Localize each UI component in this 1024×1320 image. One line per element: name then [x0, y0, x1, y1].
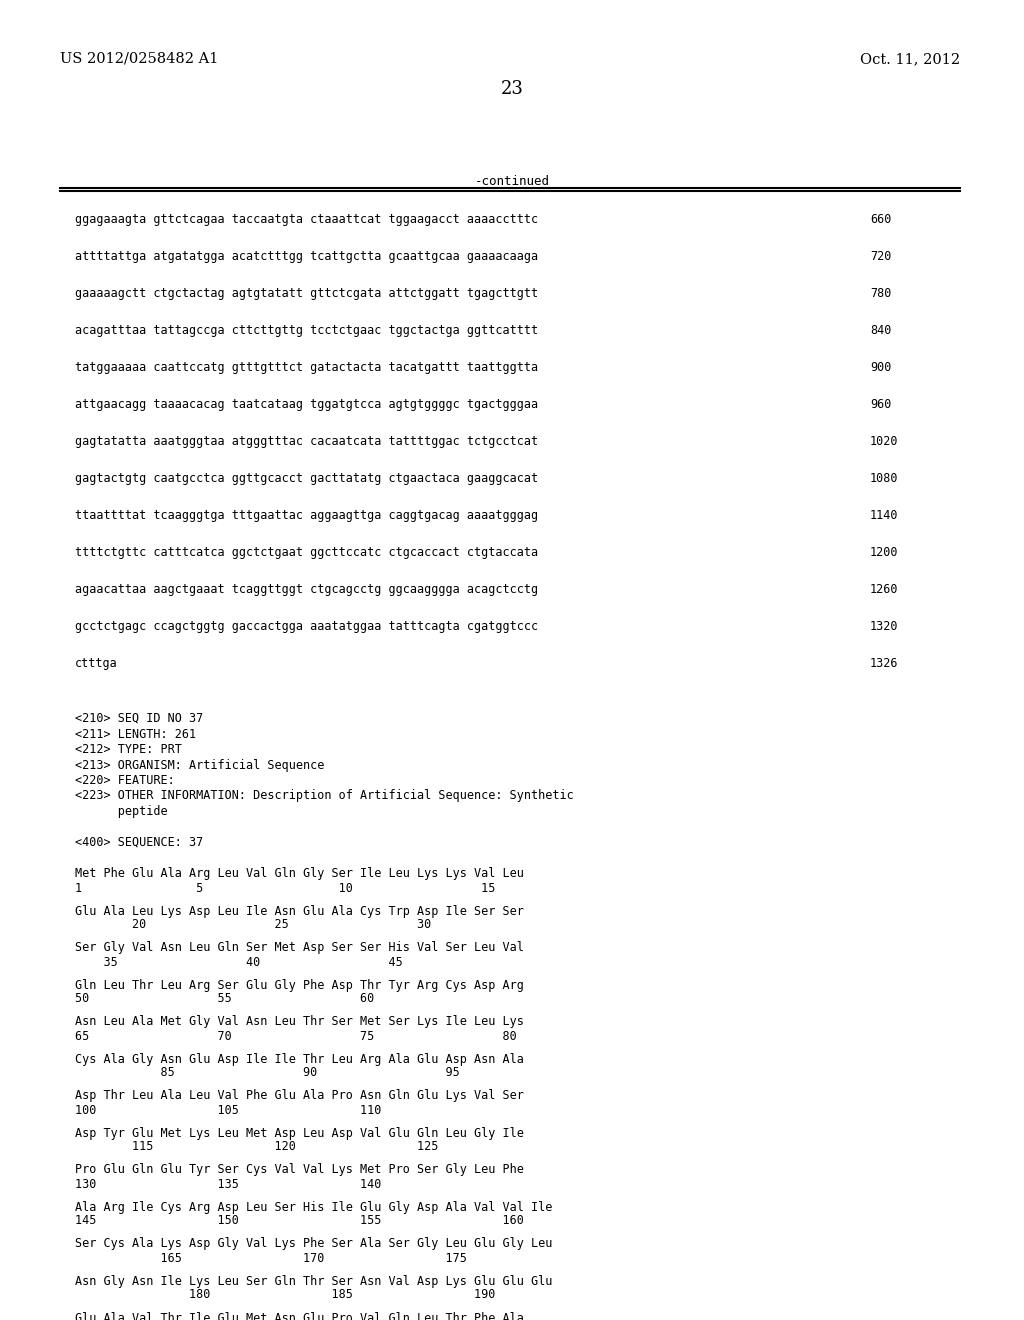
- Text: 1                5                   10                  15: 1 5 10 15: [75, 882, 496, 895]
- Text: 20                  25                  30: 20 25 30: [75, 919, 431, 932]
- Text: acagatttaa tattagccga cttcttgttg tcctctgaac tggctactga ggttcatttt: acagatttaa tattagccga cttcttgttg tcctctg…: [75, 323, 539, 337]
- Text: 50                  55                  60: 50 55 60: [75, 993, 374, 1006]
- Text: 100                 105                 110: 100 105 110: [75, 1104, 381, 1117]
- Text: Met Phe Glu Ala Arg Leu Val Gln Gly Ser Ile Leu Lys Lys Val Leu: Met Phe Glu Ala Arg Leu Val Gln Gly Ser …: [75, 867, 524, 880]
- Text: Glu Ala Leu Lys Asp Leu Ile Asn Glu Ala Cys Trp Asp Ile Ser Ser: Glu Ala Leu Lys Asp Leu Ile Asn Glu Ala …: [75, 904, 524, 917]
- Text: 180                 185                 190: 180 185 190: [75, 1288, 496, 1302]
- Text: Asn Leu Ala Met Gly Val Asn Leu Thr Ser Met Ser Lys Ile Leu Lys: Asn Leu Ala Met Gly Val Asn Leu Thr Ser …: [75, 1015, 524, 1028]
- Text: 780: 780: [870, 286, 891, 300]
- Text: Ser Gly Val Asn Leu Gln Ser Met Asp Ser Ser His Val Ser Leu Val: Ser Gly Val Asn Leu Gln Ser Met Asp Ser …: [75, 941, 524, 954]
- Text: tatggaaaaa caattccatg gtttgtttct gatactacta tacatgattt taattggtta: tatggaaaaa caattccatg gtttgtttct gatacta…: [75, 360, 539, 374]
- Text: Ser Cys Ala Lys Asp Gly Val Lys Phe Ser Ala Ser Gly Leu Glu Gly Leu: Ser Cys Ala Lys Asp Gly Val Lys Phe Ser …: [75, 1238, 552, 1250]
- Text: 720: 720: [870, 249, 891, 263]
- Text: 145                 150                 155                 160: 145 150 155 160: [75, 1214, 524, 1228]
- Text: ttttctgttc catttcatca ggctctgaat ggcttccatc ctgcaccact ctgtaccata: ttttctgttc catttcatca ggctctgaat ggcttcc…: [75, 546, 539, 558]
- Text: Ala Arg Ile Cys Arg Asp Leu Ser His Ile Glu Gly Asp Ala Val Val Ile: Ala Arg Ile Cys Arg Asp Leu Ser His Ile …: [75, 1200, 552, 1213]
- Text: 1200: 1200: [870, 546, 898, 558]
- Text: 85                  90                  95: 85 90 95: [75, 1067, 460, 1080]
- Text: 1320: 1320: [870, 620, 898, 634]
- Text: <210> SEQ ID NO 37: <210> SEQ ID NO 37: [75, 711, 203, 725]
- Text: 1080: 1080: [870, 473, 898, 484]
- Text: Asp Thr Leu Ala Leu Val Phe Glu Ala Pro Asn Gln Glu Lys Val Ser: Asp Thr Leu Ala Leu Val Phe Glu Ala Pro …: [75, 1089, 524, 1102]
- Text: peptide: peptide: [75, 805, 168, 818]
- Text: ttaattttat tcaagggtga tttgaattac aggaagttga caggtgacag aaaatgggag: ttaattttat tcaagggtga tttgaattac aggaagt…: [75, 510, 539, 521]
- Text: gaaaaagctt ctgctactag agtgtatatt gttctcgata attctggatt tgagcttgtt: gaaaaagctt ctgctactag agtgtatatt gttctcg…: [75, 286, 539, 300]
- Text: 65                  70                  75                  80: 65 70 75 80: [75, 1030, 517, 1043]
- Text: <400> SEQUENCE: 37: <400> SEQUENCE: 37: [75, 836, 203, 849]
- Text: US 2012/0258482 A1: US 2012/0258482 A1: [60, 51, 218, 66]
- Text: 165                 170                 175: 165 170 175: [75, 1251, 467, 1265]
- Text: 1326: 1326: [870, 657, 898, 671]
- Text: 1140: 1140: [870, 510, 898, 521]
- Text: Gln Leu Thr Leu Arg Ser Glu Gly Phe Asp Thr Tyr Arg Cys Asp Arg: Gln Leu Thr Leu Arg Ser Glu Gly Phe Asp …: [75, 978, 524, 991]
- Text: attttattga atgatatgga acatctttgg tcattgctta gcaattgcaa gaaaacaaga: attttattga atgatatgga acatctttgg tcattgc…: [75, 249, 539, 263]
- Text: 130                 135                 140: 130 135 140: [75, 1177, 381, 1191]
- Text: ctttga: ctttga: [75, 657, 118, 671]
- Text: Cys Ala Gly Asn Glu Asp Ile Ile Thr Leu Arg Ala Glu Asp Asn Ala: Cys Ala Gly Asn Glu Asp Ile Ile Thr Leu …: [75, 1052, 524, 1065]
- Text: attgaacagg taaaacacag taatcataag tggatgtcca agtgtggggc tgactgggaa: attgaacagg taaaacacag taatcataag tggatgt…: [75, 399, 539, 411]
- Text: Asp Tyr Glu Met Lys Leu Met Asp Leu Asp Val Glu Gln Leu Gly Ile: Asp Tyr Glu Met Lys Leu Met Asp Leu Asp …: [75, 1126, 524, 1139]
- Text: ggagaaagta gttctcagaa taccaatgta ctaaattcat tggaagacct aaaacctttc: ggagaaagta gttctcagaa taccaatgta ctaaatt…: [75, 213, 539, 226]
- Text: <223> OTHER INFORMATION: Description of Artificial Sequence: Synthetic: <223> OTHER INFORMATION: Description of …: [75, 789, 573, 803]
- Text: gagtatatta aaatgggtaa atgggtttac cacaatcata tattttggac tctgcctcat: gagtatatta aaatgggtaa atgggtttac cacaatc…: [75, 436, 539, 447]
- Text: gagtactgtg caatgcctca ggttgcacct gacttatatg ctgaactaca gaaggcacat: gagtactgtg caatgcctca ggttgcacct gacttat…: [75, 473, 539, 484]
- Text: <212> TYPE: PRT: <212> TYPE: PRT: [75, 743, 182, 756]
- Text: 1260: 1260: [870, 583, 898, 597]
- Text: Asn Gly Asn Ile Lys Leu Ser Gln Thr Ser Asn Val Asp Lys Glu Glu Glu: Asn Gly Asn Ile Lys Leu Ser Gln Thr Ser …: [75, 1275, 552, 1287]
- Text: <220> FEATURE:: <220> FEATURE:: [75, 774, 175, 787]
- Text: agaacattaa aagctgaaat tcaggttggt ctgcagcctg ggcaagggga acagctcctg: agaacattaa aagctgaaat tcaggttggt ctgcagc…: [75, 583, 539, 597]
- Text: Pro Glu Gln Glu Tyr Ser Cys Val Val Lys Met Pro Ser Gly Leu Phe: Pro Glu Gln Glu Tyr Ser Cys Val Val Lys …: [75, 1163, 524, 1176]
- Text: 660: 660: [870, 213, 891, 226]
- Text: 960: 960: [870, 399, 891, 411]
- Text: Glu Ala Val Thr Ile Glu Met Asn Glu Pro Val Gln Leu Thr Phe Ala: Glu Ala Val Thr Ile Glu Met Asn Glu Pro …: [75, 1312, 524, 1320]
- Text: 900: 900: [870, 360, 891, 374]
- Text: 1020: 1020: [870, 436, 898, 447]
- Text: 23: 23: [501, 81, 523, 98]
- Text: 840: 840: [870, 323, 891, 337]
- Text: Oct. 11, 2012: Oct. 11, 2012: [860, 51, 961, 66]
- Text: <213> ORGANISM: Artificial Sequence: <213> ORGANISM: Artificial Sequence: [75, 759, 325, 771]
- Text: <211> LENGTH: 261: <211> LENGTH: 261: [75, 727, 197, 741]
- Text: gcctctgagc ccagctggtg gaccactgga aaatatggaa tatttcagta cgatggtccc: gcctctgagc ccagctggtg gaccactgga aaatatg…: [75, 620, 539, 634]
- Text: 115                 120                 125: 115 120 125: [75, 1140, 438, 1154]
- Text: 35                  40                  45: 35 40 45: [75, 956, 402, 969]
- Text: -continued: -continued: [474, 176, 550, 187]
